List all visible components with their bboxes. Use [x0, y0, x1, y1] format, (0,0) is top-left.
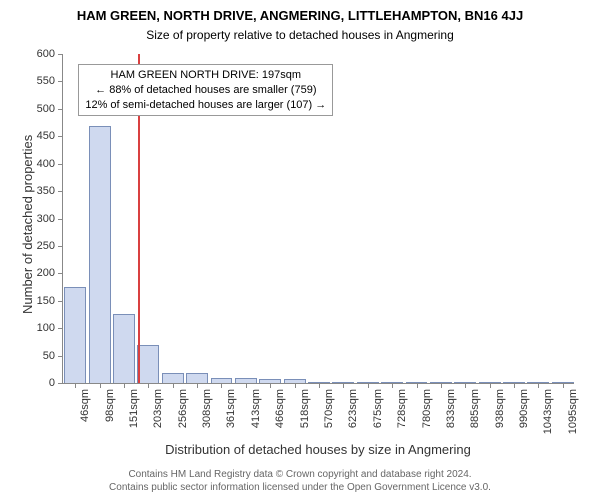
y-tick-label: 250 [37, 240, 55, 252]
x-tick-label: 833sqm [445, 383, 457, 428]
page-title: HAM GREEN, NORTH DRIVE, ANGMERING, LITTL… [0, 8, 600, 23]
x-tick-label: 570sqm [323, 383, 335, 428]
footer-line-2: Contains public sector information licen… [0, 481, 600, 494]
info-box: HAM GREEN NORTH DRIVE: 197sqm← 88% of de… [78, 64, 333, 117]
y-tick-label: 350 [37, 185, 55, 197]
x-tick-label: 256sqm [177, 383, 189, 428]
y-tick-label: 450 [37, 130, 55, 142]
x-tick-label: 885sqm [469, 383, 481, 428]
page-subtitle: Size of property relative to detached ho… [0, 28, 600, 42]
y-tick-label: 0 [49, 377, 55, 389]
y-tick-label: 500 [37, 103, 55, 115]
x-tick-label: 1043sqm [542, 383, 554, 434]
info-box-line: HAM GREEN NORTH DRIVE: 197sqm [85, 68, 326, 83]
x-tick-label: 728sqm [396, 383, 408, 428]
x-tick-label: 1095sqm [567, 383, 579, 434]
histogram-bar [186, 373, 208, 383]
x-tick-label: 466sqm [274, 383, 286, 428]
x-tick-label: 203sqm [152, 383, 164, 428]
x-tick-label: 990sqm [518, 383, 530, 428]
y-tick-label: 150 [37, 295, 55, 307]
x-tick-label: 46sqm [79, 383, 91, 422]
x-tick-label: 151sqm [128, 383, 140, 428]
histogram-plot: 05010015020025030035040045050055060046sq… [62, 54, 574, 384]
histogram-bar [89, 126, 111, 383]
histogram-bar [137, 345, 159, 384]
x-tick-label: 518sqm [299, 383, 311, 428]
x-tick-label: 308sqm [201, 383, 213, 428]
y-tick-label: 50 [43, 350, 55, 362]
x-axis-label: Distribution of detached houses by size … [62, 442, 574, 457]
y-tick-label: 200 [37, 267, 55, 279]
y-axis-label: Number of detached properties [20, 135, 35, 314]
x-tick-label: 780sqm [421, 383, 433, 428]
y-tick-label: 550 [37, 75, 55, 87]
y-tick-label: 300 [37, 213, 55, 225]
info-box-line: ← 88% of detached houses are smaller (75… [85, 83, 326, 98]
y-tick-label: 100 [37, 322, 55, 334]
y-tick-label: 600 [37, 48, 55, 60]
histogram-bar [162, 373, 184, 383]
histogram-bar [113, 314, 135, 383]
x-tick-label: 361sqm [225, 383, 237, 428]
footer-attribution: Contains HM Land Registry data © Crown c… [0, 468, 600, 494]
x-tick-label: 413sqm [250, 383, 262, 428]
x-tick-label: 675sqm [372, 383, 384, 428]
histogram-bar [64, 287, 86, 383]
x-tick-label: 623sqm [347, 383, 359, 428]
info-box-line: 12% of semi-detached houses are larger (… [85, 98, 326, 113]
footer-line-1: Contains HM Land Registry data © Crown c… [0, 468, 600, 481]
x-tick-label: 938sqm [494, 383, 506, 428]
y-tick-label: 400 [37, 158, 55, 170]
x-tick-label: 98sqm [104, 383, 116, 422]
